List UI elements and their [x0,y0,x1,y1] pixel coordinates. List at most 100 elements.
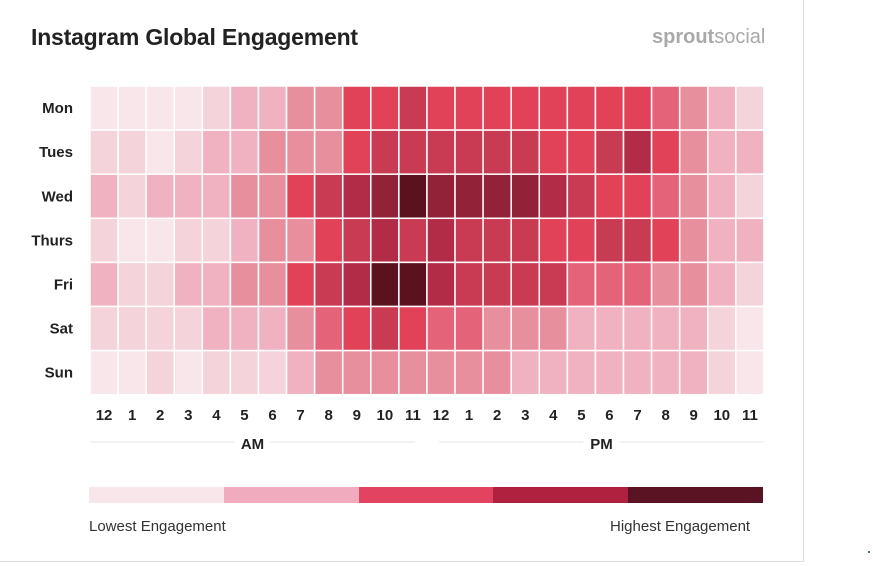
heatmap-cell [707,217,737,264]
column-label: 1 [128,407,136,424]
heatmap-cell [370,305,400,352]
heatmap-cell [566,85,597,131]
heatmap-cell [398,305,428,352]
heatmap-cell [482,85,512,131]
heatmap-cell [650,305,681,352]
heatmap-cell [257,349,288,396]
heatmap-cell [89,305,119,352]
column-label: 8 [661,407,669,424]
legend-low-label: Lowest Engagement [89,518,226,535]
column-label: 2 [493,407,501,424]
heatmap-cell [678,85,709,131]
heatmap-cell [89,261,119,308]
heatmap-cell [650,349,681,396]
heatmap-cell [622,349,653,396]
heatmap-cell [201,129,232,175]
heatmap-cell [201,173,232,220]
heatmap-cell [201,85,232,131]
column-label: 3 [521,407,529,424]
heatmap-cell [678,173,709,220]
heatmap-cell [594,261,625,308]
heatmap-cell [145,129,175,175]
column-label: 10 [376,407,393,424]
legend-segment [358,487,494,503]
legend-high-label: Highest Engagement [610,518,751,535]
heatmap-cell [566,261,597,308]
heatmap-cell [426,261,456,308]
heatmap-cell [370,217,400,264]
column-label: 3 [184,407,192,424]
heatmap-cell [622,261,653,308]
heatmap-cell [650,173,681,220]
heatmap-cell [173,129,204,175]
heatmap-cell [678,261,709,308]
heatmap-cell [426,129,456,175]
heatmap-cell [594,349,625,396]
column-label: 5 [240,407,248,424]
legend-color-bar [89,487,763,503]
heatmap-cell [538,261,569,308]
heatmap-cell [707,129,737,175]
row-label: Wed [42,188,73,205]
heatmap-cell [510,261,541,308]
heatmap-cell [454,173,484,220]
heatmap-cell [201,349,232,396]
heatmap-cell [370,173,400,220]
row-label: Sun [45,365,73,382]
heatmap-cell [257,261,288,308]
heatmap-cell [398,85,428,131]
heatmap-cell [341,217,372,264]
heatmap-cell [482,129,512,175]
column-label: 4 [549,407,558,424]
heatmap-cell [510,349,541,396]
heatmap-cell [566,217,597,264]
heatmap-cell [341,349,372,396]
heatmap-cell [678,349,709,396]
heatmap-cell [313,85,344,131]
heatmap-cell [454,129,484,175]
heatmap-cell [566,129,597,175]
heatmap-cell [426,349,456,396]
heatmap-cell [285,85,316,131]
heatmap-cell [707,261,737,308]
heatmap-cell [538,349,569,396]
heatmap-cell [398,173,428,220]
column-label: 8 [325,407,333,424]
heatmap-cell [426,305,456,352]
heatmap-cell [285,217,316,264]
heatmap-cell [173,305,204,352]
heatmap-cell [313,349,344,396]
column-label: 7 [296,407,304,424]
heatmap-cell [482,349,512,396]
heatmap-cell [89,85,119,131]
heatmap-cell [594,305,625,352]
legend-segment [223,487,359,503]
heatmap-cell [510,129,541,175]
heatmap-cell [622,173,653,220]
heatmap-cell [510,217,541,264]
column-label: 5 [577,407,585,424]
heatmap-cell [257,217,288,264]
heatmap-cell [341,85,372,131]
row-label: Sat [50,321,73,338]
heatmap-cell [566,173,597,220]
heatmap-cell [594,217,625,264]
heatmap-cell [678,217,709,264]
heatmap-cell [707,349,737,396]
heatmap-cell [650,85,681,131]
heatmap-cell [538,173,569,220]
heatmap-cell [398,129,428,175]
heatmap-cell [341,129,372,175]
row-label: Thurs [31,232,73,249]
column-label: 1 [465,407,473,424]
heatmap-cell [117,173,147,220]
heatmap-cell [538,305,569,352]
heatmap-cell [201,305,232,352]
heatmap-cell [650,129,681,175]
heatmap-cell [510,173,541,220]
heatmap-cell [594,129,625,175]
heatmap-cell [426,85,456,131]
heatmap-cell [173,85,204,131]
column-label: 7 [633,407,641,424]
heatmap-cell [201,217,232,264]
